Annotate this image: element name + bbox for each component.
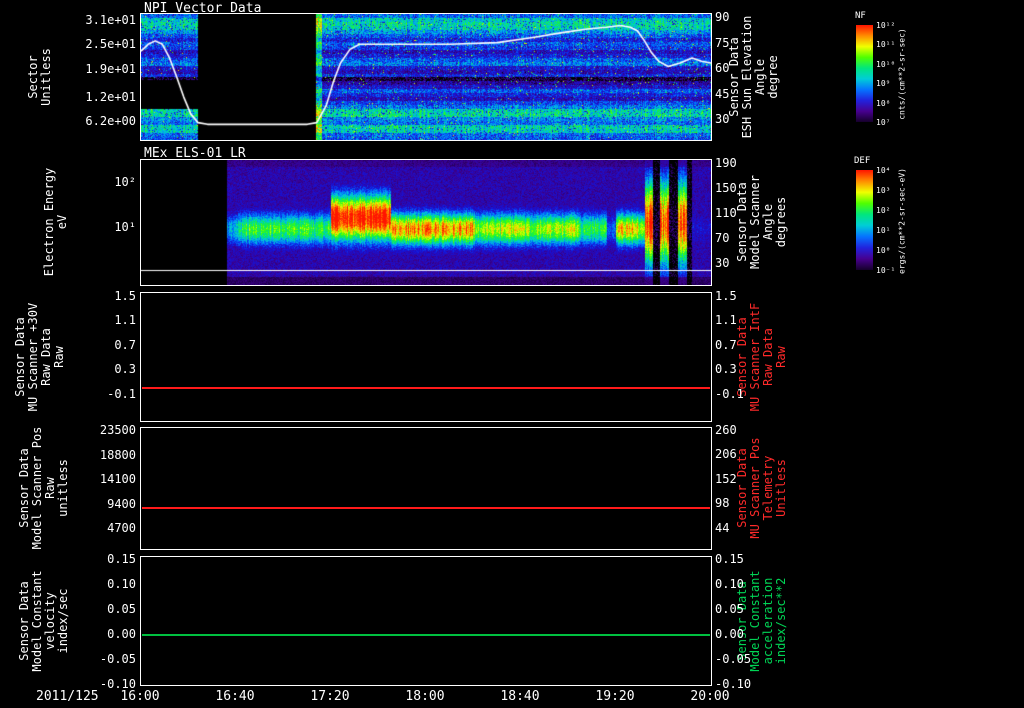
- x-axis-tick-label: 16:00: [120, 689, 160, 704]
- tick-mark: [141, 589, 142, 596]
- colorbar-tick-label: 10⁰: [876, 246, 891, 255]
- colorbar-tick-label: 10⁻¹: [876, 266, 896, 275]
- tick-label: 1.2e+01: [85, 90, 136, 104]
- tick-mark: [141, 142, 142, 149]
- tick-mark: [141, 692, 142, 699]
- colorbar-tick-label: 10⁴: [876, 166, 891, 175]
- def-colorbar-title: DEF: [854, 156, 871, 166]
- tick-mark: [141, 557, 142, 564]
- tick-mark: [141, 325, 142, 332]
- x-axis-tick-label: 18:40: [500, 689, 540, 704]
- tick-mark: [141, 332, 142, 339]
- tick-mark: [141, 149, 142, 156]
- tick-mark: [141, 596, 142, 603]
- data-line: [142, 634, 710, 636]
- tick-label: 1.5: [114, 289, 136, 303]
- tick-label: 2.5e+01: [85, 37, 136, 51]
- velocity-panel: [140, 556, 712, 686]
- scannerpos-right-axis-label: Sensor Data MU Scanner Pos Telemetry Uni…: [735, 437, 788, 539]
- data-line: [142, 507, 710, 509]
- tick-mark: [141, 467, 142, 474]
- x-axis-tick-label: 18:00: [405, 689, 445, 704]
- x-axis-tick-label: 17:20: [310, 689, 350, 704]
- tick-mark: [141, 460, 142, 467]
- velocity-left-axis-label: Sensor Data Model Constant velocity inde…: [17, 570, 70, 672]
- tick-mark: [141, 499, 142, 506]
- colorbar-tick-label: 10¹¹: [876, 40, 896, 50]
- els-panel: [140, 159, 712, 286]
- colorbar-tick-label: 10³: [876, 186, 891, 195]
- npi-panel-title: NPI Vector Data: [144, 1, 262, 16]
- tick-mark: [141, 428, 142, 435]
- scanner30v-panel: [140, 292, 712, 422]
- def-colorbar: [856, 170, 873, 270]
- colorbar-tick-label: 10⁸: [876, 98, 891, 108]
- tick-mark: [141, 364, 142, 371]
- colorbar-tick-label: 10²: [876, 206, 891, 215]
- scannerpos-left-axis-label: Sensor Data Model Scanner Pos Raw unitle…: [17, 426, 70, 550]
- colorbar-tick-label: 10¹⁰: [876, 59, 896, 69]
- npi-spectrogram-canvas: [141, 14, 711, 140]
- tick-mark: [141, 300, 142, 307]
- tick-mark: [141, 492, 142, 499]
- tick-label: 3.1e+01: [85, 13, 136, 27]
- tick-mark: [141, 389, 142, 396]
- colorbar-tick-label: 10⁹: [876, 79, 891, 89]
- npi-panel: [140, 13, 712, 141]
- tick-mark: [141, 564, 142, 571]
- tick-label: 1.5: [715, 289, 737, 303]
- nf-colorbar: [856, 25, 873, 122]
- els-spectrogram-canvas: [141, 160, 711, 285]
- tick-label: -0.10: [715, 677, 752, 691]
- tick-mark: [141, 357, 142, 364]
- tick-label: 1.9e+01: [85, 62, 136, 76]
- x-axis-tick-label: 20:00: [690, 689, 730, 704]
- x-axis-tick-label: 16:40: [215, 689, 255, 704]
- x-axis-date-label: 2011/125: [36, 689, 99, 704]
- tick-label: 6.2e+00: [85, 114, 136, 128]
- colorbar-tick-label: 10⁷: [876, 118, 891, 127]
- els-right-axis-label: Sensor Data Model Scanner Angle degrees: [735, 175, 788, 269]
- els-left-axis-label: Electron Energy eV: [42, 167, 69, 277]
- tick-label: 260: [715, 423, 737, 437]
- tick-mark: [141, 396, 142, 403]
- tick-mark: [141, 660, 142, 667]
- tick-mark: [141, 685, 142, 692]
- x-axis-tick-labels: 16:00 16:40 17:20 18:00 18:40 19:20 20:00: [0, 689, 1024, 707]
- tick-label: 0.15: [107, 552, 136, 566]
- velocity-right-axis-label: Sensor Data Model Constant acceleration …: [735, 570, 788, 672]
- tick-mark: [141, 653, 142, 660]
- scannerpos-panel: [140, 427, 712, 550]
- x-axis-tick-label: 19:20: [595, 689, 635, 704]
- colorbar-tick-label: 10¹: [876, 226, 891, 235]
- tick-mark: [141, 524, 142, 531]
- tick-mark: [141, 293, 142, 300]
- tick-label: 190: [715, 156, 737, 170]
- nf-colorbar-title: NF: [855, 11, 866, 21]
- npi-right-axis-label: Sensor Data ESH Sun Elevation Angle degr…: [727, 15, 780, 139]
- scanner30v-left-axis-label: Sensor Data MU Scanner +30V Raw Data Raw: [13, 302, 66, 412]
- tick-mark: [141, 621, 142, 628]
- tick-mark: [141, 435, 142, 442]
- npi-left-axis-label: Sector Unitless: [26, 48, 53, 106]
- els-panel-title: MEx ELS-01 LR: [144, 146, 246, 161]
- scanner30v-right-axis-label: Sensor Data MU Scanner IntF Raw Data Raw: [735, 302, 788, 412]
- data-line: [142, 387, 710, 389]
- def-colorbar-units: ergs/(cm**2-sr-sec-eV): [897, 168, 907, 274]
- colorbar-tick-label: 10¹²: [876, 21, 896, 30]
- tick-mark: [141, 531, 142, 538]
- nf-colorbar-units: cnts/(cm**2-sr-sec): [897, 28, 907, 120]
- tick-label: 0.15: [715, 552, 744, 566]
